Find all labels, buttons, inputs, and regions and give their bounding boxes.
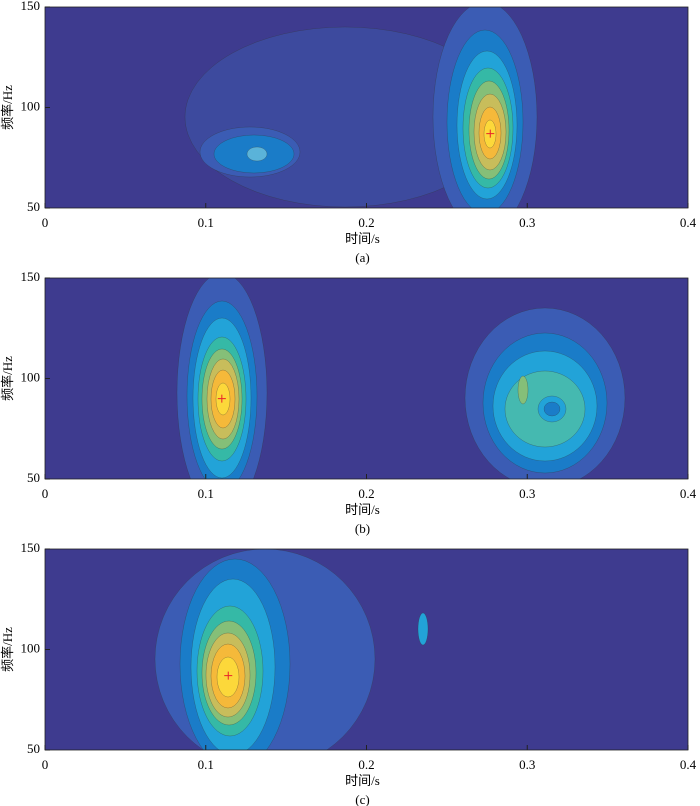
- x-axis-label: 时间/s: [345, 502, 380, 517]
- y-axis-label: 频率/Hz: [0, 85, 15, 130]
- y-tick-label: 50: [27, 741, 40, 756]
- x-tick-label: 0.3: [519, 757, 535, 772]
- y-tick-label: 100: [21, 369, 41, 384]
- y-tick-label: 100: [21, 640, 41, 655]
- x-tick-label: 0.3: [519, 486, 535, 501]
- caption: (b): [355, 521, 370, 536]
- y-tick-label: 150: [21, 269, 41, 284]
- x-tick-label: 0.4: [680, 757, 697, 772]
- x-axis-label: 时间/s: [345, 773, 380, 788]
- contour-level: [246, 146, 268, 162]
- x-tick-label: 0.1: [198, 486, 214, 501]
- peak-marker: [224, 671, 233, 680]
- x-tick-label: 0.2: [358, 486, 374, 501]
- x-tick-label: 0.1: [198, 215, 214, 230]
- x-tick-label: 0.4: [680, 486, 697, 501]
- contour-level: [417, 612, 429, 646]
- contour-level: [517, 375, 529, 405]
- panel: 0 0.1 0.2 0.3 0.4 50 100 150 时间/s 频率/Hz (a): [0, 0, 697, 265]
- panel: 0 0.1 0.2 0.3 0.4 50 100 150 时间/s 频率/Hz (c): [0, 540, 697, 806]
- x-tick-label: 0.2: [358, 757, 374, 772]
- y-axis-label: 频率/Hz: [0, 356, 15, 401]
- x-tick-label: 0: [42, 757, 49, 772]
- contour-level: [543, 401, 561, 417]
- y-axis-label: 频率/Hz: [0, 627, 15, 672]
- caption: (a): [355, 250, 369, 265]
- contour-plot: [45, 7, 688, 208]
- y-tick-label: 150: [21, 540, 41, 555]
- x-axis-label: 时间/s: [345, 231, 380, 246]
- caption: (c): [355, 792, 369, 806]
- peak-marker: [486, 129, 495, 138]
- x-tick-label: 0.3: [519, 215, 535, 230]
- y-tick-label: 100: [21, 98, 41, 113]
- x-tick-label: 0: [42, 486, 49, 501]
- contour-plot: [45, 278, 688, 479]
- panel: 0 0.1 0.2 0.3 0.4 50 100 150 时间/s 频率/Hz (b): [0, 269, 697, 536]
- y-tick-label: 150: [21, 0, 41, 13]
- y-tick-label: 50: [27, 199, 40, 214]
- x-tick-label: 0.4: [680, 215, 697, 230]
- contour-plot: [45, 549, 688, 750]
- x-tick-label: 0.2: [358, 215, 374, 230]
- peak-marker: [217, 394, 226, 403]
- x-tick-label: 0: [42, 215, 49, 230]
- y-tick-label: 50: [27, 470, 40, 485]
- x-tick-label: 0.1: [198, 757, 214, 772]
